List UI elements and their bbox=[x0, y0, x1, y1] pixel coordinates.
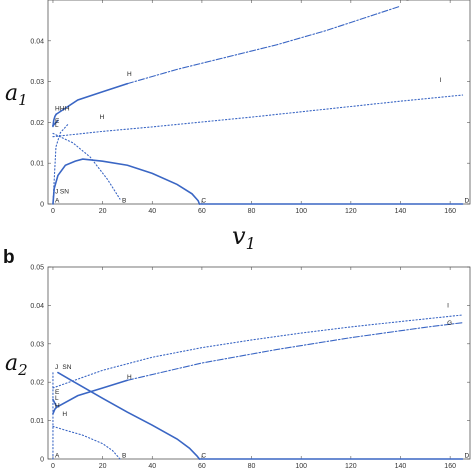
y-tick-label: 0 bbox=[40, 457, 44, 464]
branch-line-6 bbox=[57, 371, 201, 460]
branch-line-3 bbox=[126, 322, 464, 381]
y-tick-label: 0.02 bbox=[30, 380, 44, 387]
point-label-i: I bbox=[447, 303, 449, 310]
y-tick-label: 0 bbox=[40, 202, 44, 209]
x-tick-label: 80 bbox=[248, 208, 256, 215]
point-label-h: H bbox=[55, 106, 60, 113]
x-tick-label: 0 bbox=[51, 463, 55, 470]
x-tick-label: 100 bbox=[295, 208, 307, 215]
panel-b-ticks: 0 20 40 60 80 100 120 140 160 0 0.01 0.02 0.03 0.04 0.… bbox=[30, 265, 470, 470]
y-tick-label: 0.01 bbox=[30, 418, 44, 425]
point-label-j: J bbox=[55, 364, 58, 371]
point-label-c: C bbox=[201, 453, 206, 460]
branch-line-1 bbox=[52, 314, 464, 389]
panel-a-y-axis-label: a1 bbox=[5, 81, 28, 109]
point-label-b: B bbox=[122, 453, 126, 460]
point-label-h: H bbox=[62, 411, 67, 418]
point-label-c: C bbox=[201, 198, 206, 205]
point-label-g: G bbox=[405, 0, 410, 3]
branch-line-8 bbox=[52, 425, 121, 460]
point-label-l: L bbox=[55, 122, 59, 129]
y-tick-label: 0.04 bbox=[30, 38, 44, 45]
panel-a-x-axis-label: v1 bbox=[232, 222, 256, 253]
x-tick-label: 20 bbox=[99, 463, 107, 470]
point-label-h: H bbox=[127, 374, 132, 381]
point-label-d: D bbox=[465, 453, 470, 460]
x-tick-label: 120 bbox=[345, 208, 357, 215]
x-tick-label: 140 bbox=[395, 208, 407, 215]
x-tick-label: 140 bbox=[395, 463, 407, 470]
branch-line-4 bbox=[52, 406, 58, 415]
y-tick-label: 0.02 bbox=[30, 120, 44, 127]
point-label-b: B bbox=[122, 198, 126, 205]
point-label-l: L bbox=[55, 395, 59, 402]
point-label-d: D bbox=[465, 198, 470, 205]
panel-a-series bbox=[52, 5, 464, 205]
x-tick-label: 160 bbox=[444, 208, 456, 215]
point-label-j: J bbox=[55, 189, 58, 196]
y-tick-label: 0.03 bbox=[30, 341, 44, 348]
point-label-sn: SN bbox=[62, 364, 71, 371]
x-tick-label: 160 bbox=[444, 463, 456, 470]
panel-a-point-labels: AJSNBCDHHHELHHIG bbox=[55, 0, 470, 205]
panel-a-ticks: 0 20 40 60 80 100 120 140 160 0 0.01 0.02 0.03 0.04 bbox=[30, 0, 470, 215]
branch-line-5 bbox=[52, 398, 58, 408]
x-tick-label: 20 bbox=[99, 208, 107, 215]
branch-line-6 bbox=[52, 132, 121, 200]
point-label-i: I bbox=[440, 77, 442, 84]
x-tick-label: 40 bbox=[148, 208, 156, 215]
branch-line-1 bbox=[52, 113, 57, 128]
x-tick-label: 80 bbox=[248, 463, 256, 470]
branch-line-2 bbox=[55, 379, 129, 408]
x-tick-label: 100 bbox=[295, 463, 307, 470]
branch-line-7 bbox=[52, 158, 201, 205]
y-tick-label: 0.03 bbox=[30, 79, 44, 86]
y-tick-label: 0.05 bbox=[30, 265, 44, 272]
panel-a-frame bbox=[47, 0, 471, 205]
panel-b-y-axis-label: a2 bbox=[5, 351, 28, 379]
panel-a-chart: 0 20 40 60 80 100 120 140 160 0 0.01 0.02 0.03 0.04 A… bbox=[5, 0, 471, 253]
branch-line-4 bbox=[52, 94, 464, 138]
branch-line-3 bbox=[126, 5, 402, 85]
branch-line-9 bbox=[52, 119, 59, 127]
point-label-h: H bbox=[127, 71, 132, 78]
point-label-a: A bbox=[55, 198, 60, 205]
point-label-h: H bbox=[55, 403, 60, 410]
point-label-a: A bbox=[55, 453, 60, 460]
x-tick-label: 0 bbox=[51, 208, 55, 215]
x-tick-label: 40 bbox=[148, 463, 156, 470]
point-label-sn: SN bbox=[60, 189, 69, 196]
point-label-e: E bbox=[55, 118, 60, 125]
x-tick-label: 60 bbox=[198, 463, 206, 470]
y-tick-label: 0.04 bbox=[30, 303, 44, 310]
point-label-h: H bbox=[60, 106, 65, 113]
branch-line-5 bbox=[52, 123, 69, 205]
branch-line-2 bbox=[55, 82, 129, 116]
panel-b-chart: 0 20 40 60 80 100 120 140 160 0 0.01 0.02 0.03 0.04 0.… bbox=[5, 265, 471, 470]
panel-b-label: b bbox=[3, 247, 15, 268]
point-label-h: H bbox=[65, 106, 70, 113]
panel-b-series bbox=[52, 314, 464, 460]
panel-b-frame bbox=[47, 266, 471, 460]
x-tick-label: 60 bbox=[198, 208, 206, 215]
point-label-g: G bbox=[447, 320, 452, 327]
x-tick-label: 120 bbox=[345, 463, 357, 470]
y-tick-label: 0.01 bbox=[30, 161, 44, 168]
point-label-h: H bbox=[100, 114, 105, 121]
point-label-e: E bbox=[55, 389, 60, 396]
